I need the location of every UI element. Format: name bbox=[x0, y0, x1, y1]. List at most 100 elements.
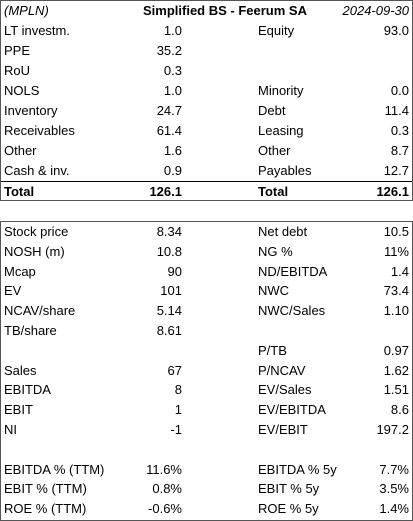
cell-value: 73.4 bbox=[383, 283, 409, 299]
cell-value: 5.14 bbox=[156, 303, 182, 319]
cell-value: 1.62 bbox=[383, 362, 409, 378]
table-row: Inventory 24.7 Debt 11.4 bbox=[1, 101, 412, 121]
cell-value: 12.7 bbox=[383, 163, 409, 178]
cell-label: Receivables bbox=[4, 123, 75, 138]
cell-label: P/TB bbox=[258, 342, 287, 358]
table-row: NOSH (m) 10.8 NG % 11% bbox=[1, 242, 412, 262]
cell-value: 24.7 bbox=[156, 103, 182, 118]
cell-value: 93.0 bbox=[383, 23, 409, 38]
cell-label: Other bbox=[258, 143, 291, 158]
cell-label: Payables bbox=[258, 163, 312, 178]
cell-label: NOLS bbox=[4, 83, 40, 98]
cell-label: Mcap bbox=[4, 263, 36, 279]
cell-label: EBITDA % 5y bbox=[258, 461, 337, 477]
table-row: EBIT % (TTM) 0.8% EBIT % 5y 3.5% bbox=[1, 479, 412, 499]
table-row: Sales 67 P/NCAV 1.62 bbox=[1, 361, 412, 381]
cell-value: 11.6% bbox=[146, 461, 182, 477]
table-row bbox=[1, 440, 412, 460]
cell-label: Other bbox=[4, 143, 37, 158]
cell-value: 3.5% bbox=[379, 481, 409, 497]
cell-value: 7.7% bbox=[379, 461, 409, 477]
cell-label: Inventory bbox=[4, 103, 58, 118]
cell-value: 0.0 bbox=[390, 83, 409, 98]
cell-label: TB/share bbox=[4, 323, 57, 338]
cell-label: EBITDA bbox=[4, 382, 51, 398]
table-row: EBITDA 8 EV/Sales 1.51 bbox=[1, 380, 412, 400]
table-row: Other 1.6 Other 8.7 bbox=[1, 141, 412, 161]
cell-value: 0.8% bbox=[152, 481, 182, 497]
cell-value: 0.9 bbox=[163, 163, 182, 178]
cell-value: 1.51 bbox=[383, 382, 409, 398]
table-row: EBITDA % (TTM) 11.6% EBITDA % 5y 7.7% bbox=[1, 460, 412, 480]
cell-label: ND/EBITDA bbox=[258, 263, 328, 279]
cell-label: NWC/Sales bbox=[258, 303, 326, 319]
cell-label: Debt bbox=[258, 103, 286, 118]
table-row: PPE 35.2 bbox=[1, 41, 412, 61]
cell-label: Sales bbox=[4, 362, 37, 378]
cell-label: RoU bbox=[4, 63, 31, 78]
cell-value: -1 bbox=[170, 422, 182, 437]
table-row: P/TB 0.97 bbox=[1, 341, 412, 361]
cell-value: 1.4% bbox=[379, 501, 409, 517]
cell-value: 0.97 bbox=[383, 342, 409, 358]
cell-value: 11% bbox=[383, 243, 409, 259]
cell-label: EV/Sales bbox=[258, 382, 312, 398]
cell-label: Equity bbox=[258, 23, 295, 38]
date: 2024-09-30 bbox=[342, 3, 410, 18]
cell-label: EBIT % (TTM) bbox=[4, 481, 87, 497]
cell-label: EV/EBIT bbox=[258, 422, 308, 437]
cell-label: NOSH (m) bbox=[4, 243, 65, 259]
cell-label: Stock price bbox=[4, 224, 69, 239]
table-row: RoU 0.3 bbox=[1, 61, 412, 81]
table-row: ROE % (TTM) -0.6% ROE % 5y 1.4% bbox=[1, 499, 412, 519]
table-row: EV 101 NWC 73.4 bbox=[1, 281, 412, 301]
table-row: Stock price 8.34 Net debt 10.5 bbox=[1, 222, 412, 242]
cell-label: NCAV/share bbox=[4, 303, 76, 319]
cell-label: NI bbox=[4, 422, 17, 437]
metrics-table: Stock price 8.34 Net debt 10.5 NOSH (m) 10.8 N… bbox=[0, 221, 413, 521]
cell-value: 1.0 bbox=[163, 23, 182, 38]
cell-value: 1.6 bbox=[163, 143, 182, 158]
cell-label: Net debt bbox=[258, 224, 308, 239]
table-row: Cash & inv. 0.9 Payables 12.7 bbox=[1, 161, 412, 181]
cell-value: 1.0 bbox=[163, 83, 182, 98]
unit: (MPLN) bbox=[4, 3, 49, 18]
header-row: (MPLN) Simplified BS - Feerum SA 2024-09… bbox=[1, 1, 412, 21]
cell-label: NG % bbox=[258, 243, 293, 259]
cell-label: P/NCAV bbox=[258, 362, 306, 378]
cell-value: 10.5 bbox=[383, 224, 409, 239]
table-row: TB/share 8.61 bbox=[1, 321, 412, 341]
cell-label: PPE bbox=[4, 43, 31, 58]
table-row: NI -1 EV/EBIT 197.2 bbox=[1, 420, 412, 440]
table-row: Receivables 61.4 Leasing 0.3 bbox=[1, 121, 412, 141]
cell-label: Leasing bbox=[258, 123, 304, 138]
cell-label: Minority bbox=[258, 83, 304, 98]
cell-value: 90 bbox=[167, 263, 182, 279]
cell-value: 35.2 bbox=[156, 43, 182, 58]
cell-label: ROE % (TTM) bbox=[4, 501, 87, 517]
cell-label: Cash & inv. bbox=[4, 163, 70, 178]
cell-label: ROE % 5y bbox=[258, 501, 319, 517]
cell-value: 0.3 bbox=[163, 63, 182, 78]
cell-value: 1 bbox=[174, 402, 182, 418]
cell-value: 126.1 bbox=[376, 184, 409, 199]
cell-value: 11.4 bbox=[384, 103, 409, 118]
cell-label: Total bbox=[258, 184, 289, 199]
table-row: LT investm. 1.0 Equity 93.0 bbox=[1, 21, 412, 41]
cell-value: 8 bbox=[174, 382, 182, 398]
cell-label: LT investm. bbox=[4, 23, 70, 38]
cell-label: Total bbox=[4, 184, 35, 199]
cell-label: EBIT bbox=[4, 402, 33, 418]
cell-label: EV/EBITDA bbox=[258, 402, 326, 418]
cell-value: 10.8 bbox=[156, 243, 182, 259]
cell-value: 8.6 bbox=[390, 402, 409, 418]
cell-value: 1.4 bbox=[390, 263, 409, 279]
cell-label: EV bbox=[4, 283, 22, 299]
cell-value: 8.34 bbox=[156, 224, 182, 239]
table-row: NOLS 1.0 Minority 0.0 bbox=[1, 81, 412, 101]
cell-value: -0.6% bbox=[148, 501, 182, 517]
table-row: NCAV/share 5.14 NWC/Sales 1.10 bbox=[1, 301, 412, 321]
cell-value: 8.61 bbox=[156, 323, 182, 338]
cell-value: 197.2 bbox=[376, 422, 409, 437]
